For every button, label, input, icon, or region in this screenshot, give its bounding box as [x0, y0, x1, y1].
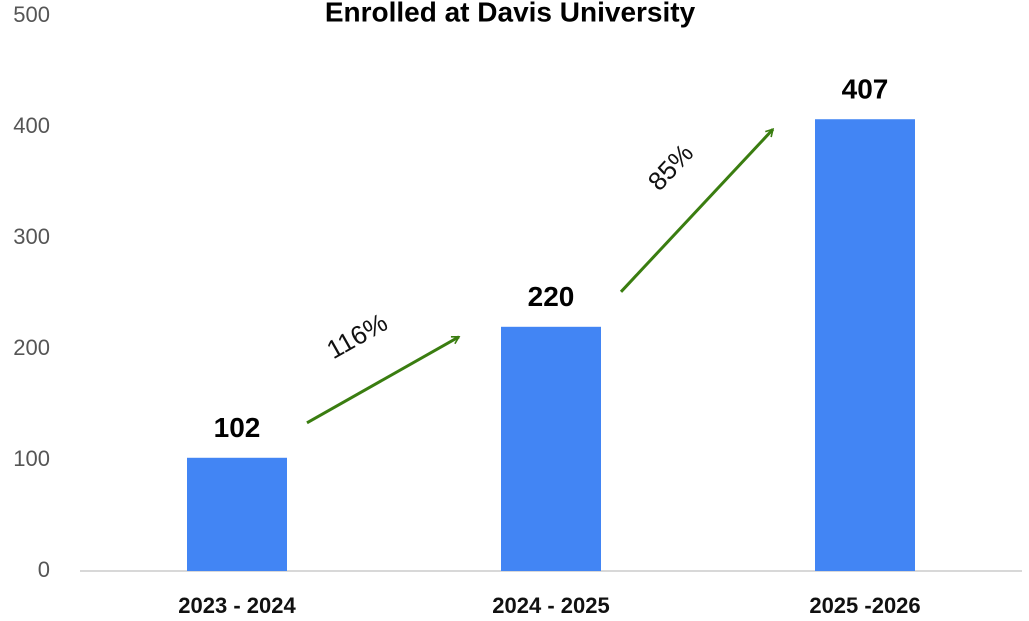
value-label: 102 — [214, 412, 261, 443]
growth-label: 116% — [321, 307, 392, 365]
value-label: 220 — [528, 281, 575, 312]
y-tick-label: 0 — [38, 557, 50, 582]
x-tick-label: 2023 - 2024 — [178, 593, 296, 618]
y-tick-label: 100 — [13, 446, 50, 471]
growth-label: 85% — [642, 138, 699, 197]
bar — [815, 119, 915, 571]
chart-title: Enrolled at Davis University — [325, 0, 696, 27]
y-tick-label: 300 — [13, 224, 50, 249]
bar — [501, 326, 601, 571]
y-tick-label: 500 — [13, 2, 50, 27]
growth-arrow — [619, 128, 775, 293]
y-tick-label: 400 — [13, 113, 50, 138]
value-label: 407 — [842, 74, 889, 105]
y-tick-label: 200 — [13, 335, 50, 360]
x-tick-label: 2025 -2026 — [809, 593, 920, 618]
bar — [187, 457, 287, 571]
growth-arrow — [306, 335, 461, 425]
x-tick-label: 2024 - 2025 — [492, 593, 609, 618]
